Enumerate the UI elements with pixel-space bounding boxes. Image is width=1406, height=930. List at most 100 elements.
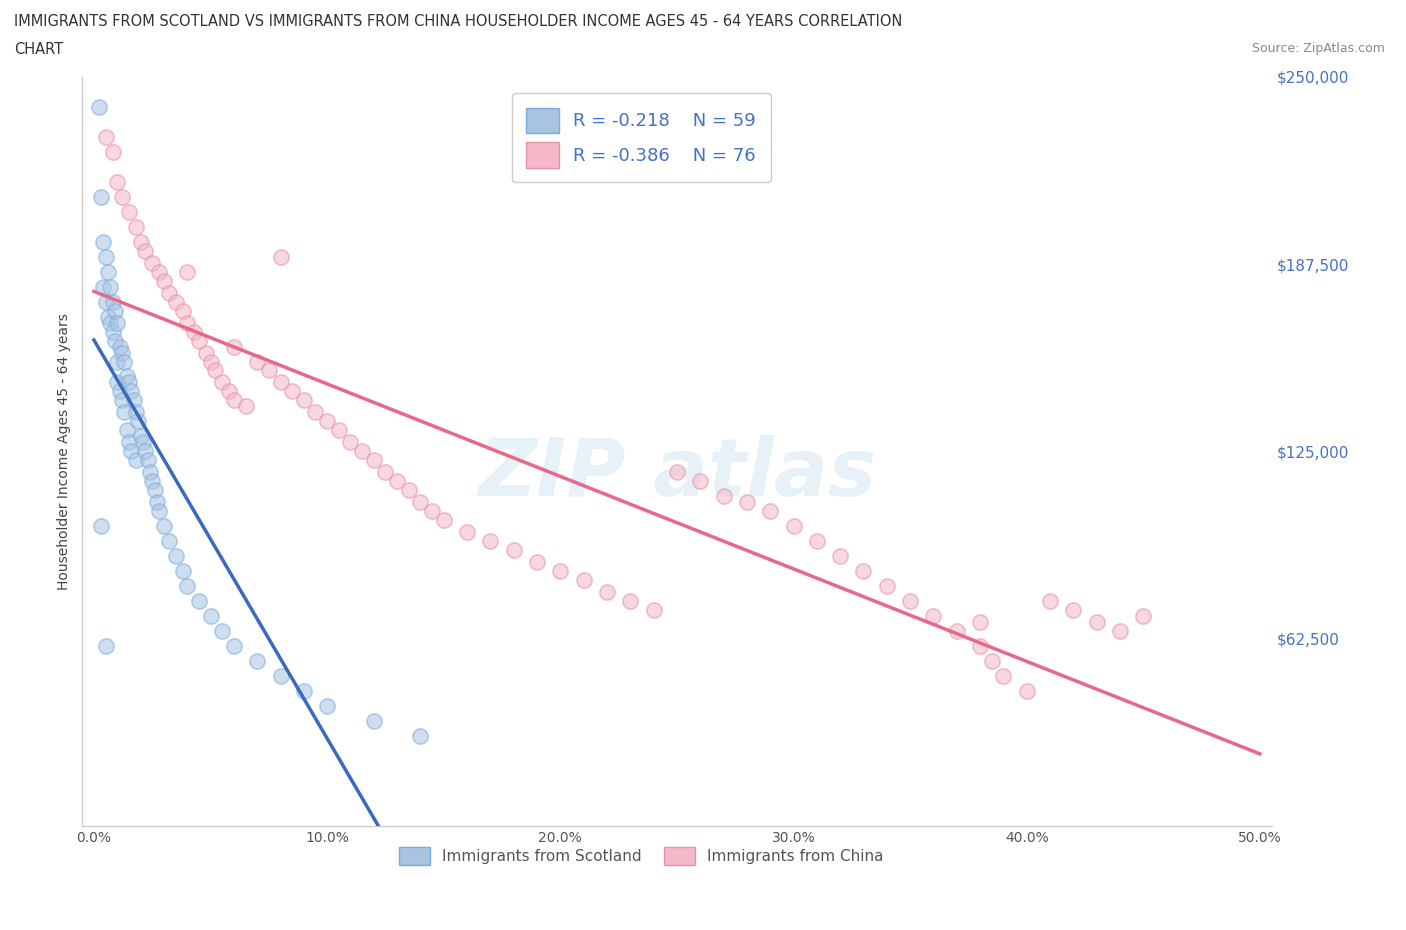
Point <box>157 534 180 549</box>
Point <box>735 495 758 510</box>
Point <box>112 405 135 419</box>
Text: Source: ZipAtlas.com: Source: ZipAtlas.com <box>1251 42 1385 55</box>
Point <box>374 465 396 480</box>
Point <box>1132 609 1154 624</box>
Point <box>141 255 163 270</box>
Point <box>176 264 198 279</box>
Point <box>969 639 991 654</box>
Point <box>456 525 478 539</box>
Point <box>200 354 222 369</box>
Point <box>713 489 735 504</box>
Point <box>328 423 350 438</box>
Point <box>194 345 217 360</box>
Point <box>922 609 945 624</box>
Point <box>200 609 222 624</box>
Point <box>94 294 117 309</box>
Point <box>898 594 921 609</box>
Point <box>420 504 443 519</box>
Point <box>125 405 148 419</box>
Point <box>108 384 131 399</box>
Point <box>111 345 134 360</box>
Point <box>91 279 114 294</box>
Point <box>157 286 180 300</box>
Point <box>316 698 339 713</box>
Point <box>339 435 361 450</box>
Point <box>363 713 385 728</box>
Point <box>479 534 502 549</box>
Point <box>134 444 156 458</box>
Point <box>127 414 149 429</box>
Point <box>218 384 240 399</box>
Point <box>129 429 152 444</box>
Point <box>1109 624 1132 639</box>
Point <box>129 234 152 249</box>
Point <box>292 393 315 408</box>
Point <box>969 615 991 630</box>
Point <box>526 555 548 570</box>
Point <box>148 504 170 519</box>
Point <box>118 205 141 219</box>
Point <box>139 465 162 480</box>
Point <box>246 354 269 369</box>
Point <box>90 189 112 204</box>
Point <box>176 315 198 330</box>
Point <box>118 375 141 390</box>
Legend: Immigrants from Scotland, Immigrants from China: Immigrants from Scotland, Immigrants fro… <box>392 841 890 870</box>
Point <box>115 423 138 438</box>
Point <box>98 279 121 294</box>
Point <box>115 369 138 384</box>
Point <box>104 303 127 318</box>
Point <box>246 654 269 669</box>
Point <box>235 399 257 414</box>
Point <box>136 453 159 468</box>
Point <box>759 504 782 519</box>
Point <box>187 333 209 348</box>
Point <box>993 669 1015 684</box>
Point <box>211 375 233 390</box>
Point <box>172 564 194 578</box>
Point <box>304 405 326 419</box>
Point <box>90 519 112 534</box>
Point <box>101 324 124 339</box>
Point <box>118 435 141 450</box>
Point <box>94 639 117 654</box>
Point <box>270 249 292 264</box>
Point <box>176 578 198 593</box>
Point <box>183 324 205 339</box>
Point <box>281 384 304 399</box>
Point <box>132 435 155 450</box>
Point <box>165 549 187 564</box>
Point <box>143 483 166 498</box>
Point <box>1085 615 1108 630</box>
Point <box>572 573 595 588</box>
Point <box>316 414 339 429</box>
Point <box>94 129 117 144</box>
Point <box>87 100 110 114</box>
Point <box>782 519 804 534</box>
Point <box>105 174 128 189</box>
Point <box>270 669 292 684</box>
Point <box>98 315 121 330</box>
Point <box>222 393 245 408</box>
Point <box>165 294 187 309</box>
Point <box>94 249 117 264</box>
Point <box>433 512 456 527</box>
Point <box>111 189 134 204</box>
Point <box>352 444 374 458</box>
Point <box>502 543 524 558</box>
Point <box>125 453 148 468</box>
Point <box>105 375 128 390</box>
Point <box>363 453 385 468</box>
Point <box>125 219 148 234</box>
Point <box>945 624 967 639</box>
Point <box>204 363 226 378</box>
Point <box>97 309 120 324</box>
Point <box>187 594 209 609</box>
Point <box>1062 603 1084 618</box>
Point <box>222 639 245 654</box>
Point <box>97 264 120 279</box>
Point <box>689 474 711 489</box>
Text: ZIP atlas: ZIP atlas <box>478 435 876 512</box>
Point <box>876 578 898 593</box>
Point <box>257 363 280 378</box>
